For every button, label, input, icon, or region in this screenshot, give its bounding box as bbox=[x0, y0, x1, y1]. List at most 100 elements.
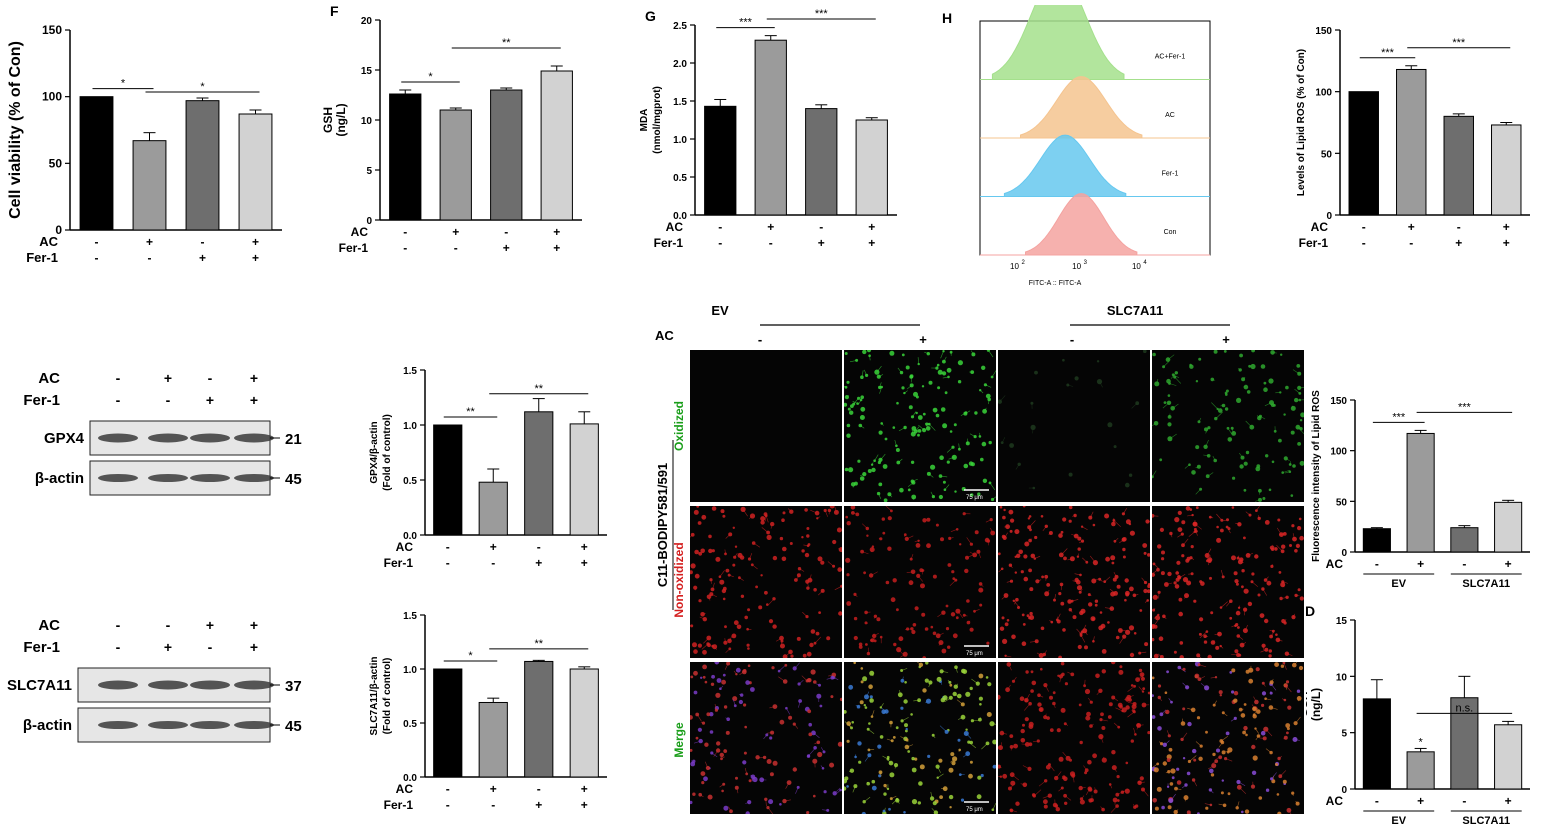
neurite bbox=[1206, 548, 1212, 556]
neurite bbox=[940, 351, 944, 359]
cell bbox=[1212, 703, 1216, 707]
cell bbox=[1039, 708, 1043, 712]
bar bbox=[79, 96, 114, 231]
neurite bbox=[906, 535, 914, 540]
neurite bbox=[807, 581, 809, 587]
neurite bbox=[724, 638, 726, 643]
neurite bbox=[1109, 588, 1116, 594]
neurite bbox=[1026, 541, 1028, 545]
cell bbox=[772, 704, 778, 709]
neurite bbox=[1026, 693, 1030, 701]
cell bbox=[1152, 715, 1156, 719]
neurite bbox=[932, 408, 936, 411]
cell bbox=[1152, 594, 1158, 600]
neurite bbox=[840, 744, 842, 746]
y-tick-label: 0 bbox=[1341, 548, 1347, 559]
neurite bbox=[988, 399, 990, 405]
cell bbox=[704, 742, 709, 747]
neurite bbox=[1294, 388, 1300, 394]
cell bbox=[1291, 615, 1296, 620]
neurite bbox=[1022, 765, 1030, 770]
neurite bbox=[725, 534, 731, 539]
cell bbox=[1169, 531, 1173, 536]
y-tick-label: 50 bbox=[49, 156, 63, 170]
neurite bbox=[1283, 737, 1286, 740]
cell bbox=[901, 353, 905, 357]
neurite bbox=[1062, 751, 1069, 759]
neurite bbox=[1235, 522, 1240, 525]
cell bbox=[985, 393, 991, 399]
cell bbox=[969, 686, 973, 691]
neurite bbox=[1055, 771, 1062, 779]
cell bbox=[806, 534, 810, 538]
neurite bbox=[742, 509, 748, 517]
neurite bbox=[1069, 600, 1072, 602]
neurite bbox=[965, 410, 971, 414]
cell bbox=[911, 767, 917, 773]
neurite bbox=[1072, 599, 1079, 602]
neurite bbox=[1238, 635, 1244, 640]
cell bbox=[1101, 669, 1106, 674]
significance-label: * bbox=[468, 650, 473, 662]
cell bbox=[878, 430, 883, 435]
cell bbox=[865, 643, 868, 646]
band bbox=[234, 433, 274, 443]
sign: + bbox=[553, 225, 560, 239]
neurite bbox=[1104, 607, 1112, 609]
cell bbox=[1003, 508, 1006, 512]
cell bbox=[1144, 642, 1149, 647]
cell bbox=[1004, 622, 1009, 627]
row-label: AC bbox=[1326, 794, 1344, 808]
cell bbox=[706, 712, 711, 717]
cell bbox=[1266, 580, 1272, 586]
cell bbox=[883, 792, 887, 796]
cell bbox=[1186, 580, 1192, 586]
cell bbox=[849, 410, 854, 415]
cell bbox=[1184, 593, 1189, 599]
y-axis-label: GPX4/β-actin bbox=[369, 421, 380, 483]
cell bbox=[1285, 723, 1291, 728]
cell bbox=[1285, 680, 1290, 684]
cell bbox=[871, 467, 876, 473]
cell bbox=[1240, 455, 1245, 460]
neurite bbox=[904, 390, 908, 394]
cell bbox=[1230, 426, 1234, 430]
neurite bbox=[1174, 376, 1182, 384]
kda-label: 21 bbox=[285, 431, 302, 448]
neurite bbox=[834, 506, 837, 513]
cell bbox=[958, 447, 961, 451]
cell bbox=[903, 425, 907, 430]
y-tick-label: 1.0 bbox=[403, 421, 417, 432]
cell bbox=[973, 609, 976, 613]
cell bbox=[1203, 640, 1208, 644]
cell bbox=[890, 739, 894, 743]
cell bbox=[864, 610, 868, 615]
neurite bbox=[1295, 801, 1298, 804]
cell bbox=[1130, 684, 1134, 687]
neurite bbox=[817, 590, 823, 596]
cell bbox=[719, 579, 725, 585]
cell bbox=[1030, 424, 1036, 430]
neurite bbox=[801, 675, 808, 682]
cell bbox=[1260, 364, 1266, 369]
cell bbox=[1294, 397, 1299, 403]
band bbox=[148, 721, 188, 729]
cell bbox=[1185, 506, 1191, 511]
cell bbox=[1060, 601, 1065, 606]
neurite bbox=[1195, 488, 1201, 495]
sign: + bbox=[199, 251, 206, 265]
neurite bbox=[1225, 750, 1229, 753]
cell bbox=[984, 537, 990, 543]
cell bbox=[1023, 576, 1029, 582]
cell bbox=[848, 467, 854, 473]
cell bbox=[763, 512, 768, 517]
neurite bbox=[1195, 466, 1199, 468]
neurite bbox=[956, 699, 963, 705]
cell bbox=[846, 573, 850, 577]
band bbox=[148, 680, 188, 690]
neurite bbox=[827, 561, 834, 567]
cell bbox=[1037, 702, 1042, 707]
significance-label: *** bbox=[739, 17, 753, 29]
neurite bbox=[998, 766, 1002, 769]
neurite bbox=[968, 741, 976, 749]
